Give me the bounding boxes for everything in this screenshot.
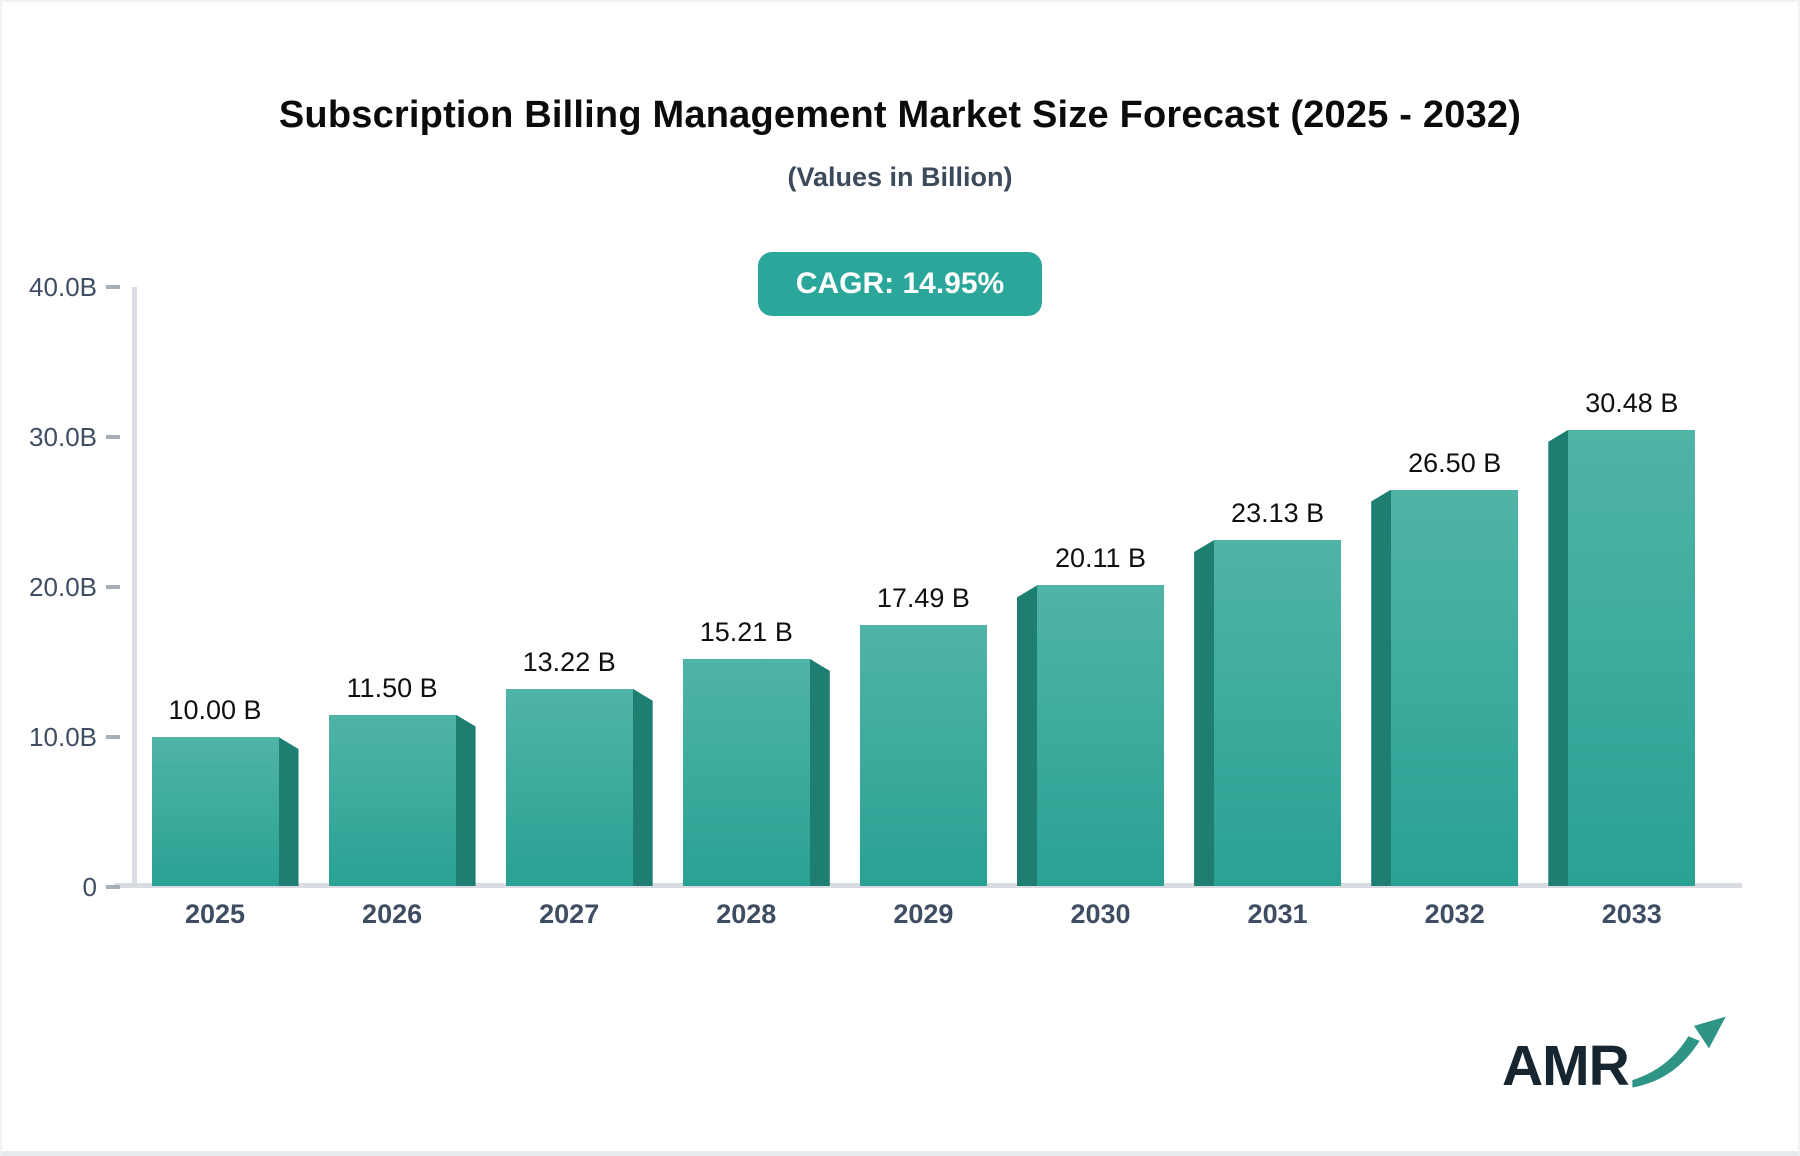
amr-logo-text: AMR [1502, 1034, 1630, 1098]
growth-arrow-icon [1632, 1016, 1726, 1088]
bar-side-2028 [809, 658, 830, 886]
bar-value-label-2032: 26.50 B [1408, 447, 1502, 478]
y-axis-tick [106, 285, 120, 289]
bar-side-2027 [632, 688, 653, 886]
y-axis-tick [106, 435, 120, 439]
x-axis-label-2026: 2026 [362, 899, 423, 929]
y-axis-line [132, 287, 137, 887]
bar-value-label-2028: 15.21 B [699, 616, 793, 647]
bar-2030 [1037, 585, 1164, 886]
y-axis-tick-label: 10.0B [29, 722, 97, 752]
bar-side-2031 [1194, 540, 1215, 886]
x-axis-label-2029: 2029 [893, 899, 954, 929]
y-axis-tick-label: 40.0B [29, 272, 97, 302]
cagr-badge: CAGR: 14.95% [757, 252, 1043, 316]
bar-value-label-2033: 30.48 B [1585, 387, 1679, 418]
bar-2027 [505, 688, 633, 886]
cagr-badge-wrap: CAGR: 14.95% [2, 252, 1798, 316]
x-axis-label-2027: 2027 [539, 899, 600, 929]
y-axis-tick-label: 30.0B [29, 422, 97, 452]
bar-value-label-2031: 23.13 B [1231, 498, 1325, 529]
x-axis-label-2030: 2030 [1070, 899, 1131, 929]
bar-value-label-2026: 11.50 B [346, 672, 438, 703]
x-axis-label-2025: 2025 [184, 899, 246, 929]
bar-2026 [328, 714, 456, 886]
bar-value-label-2029: 17.49 B [876, 582, 970, 613]
bar-value-label-2030: 20.11 B [1054, 543, 1147, 574]
x-axis-label-2031: 2031 [1247, 899, 1308, 929]
bar-2033 [1568, 429, 1696, 886]
bar-value-label-2027: 13.22 B [522, 646, 616, 677]
bar-2025 [151, 737, 279, 886]
bar-2032 [1391, 489, 1519, 886]
bar-side-2030 [1017, 585, 1037, 886]
x-axis-label-2033: 2033 [1601, 899, 1662, 929]
bar-side-2026 [455, 714, 476, 886]
chart-title: Subscription Billing Management Market S… [278, 94, 1522, 136]
y-axis-tick [106, 585, 120, 589]
bar-2031 [1214, 540, 1342, 886]
bar-side-2032 [1371, 489, 1392, 886]
y-axis-tick-label: 0 [82, 872, 97, 902]
bar-side-2025 [278, 737, 299, 886]
y-axis-tick-label: 20.0B [29, 572, 97, 602]
bar-value-label-2025: 10.00 B [168, 695, 262, 725]
x-axis-label-2032: 2032 [1424, 899, 1485, 929]
bar-2028 [682, 658, 810, 886]
bar-2029 [859, 624, 987, 886]
y-axis-tick [106, 735, 120, 739]
y-axis-tick [106, 885, 120, 889]
amr-logo: AMR [1502, 1016, 1732, 1109]
x-axis-label-2028: 2028 [716, 899, 777, 929]
bar-side-2033 [1548, 429, 1569, 886]
chart-subtitle: (Values in Billion) [787, 162, 1013, 192]
